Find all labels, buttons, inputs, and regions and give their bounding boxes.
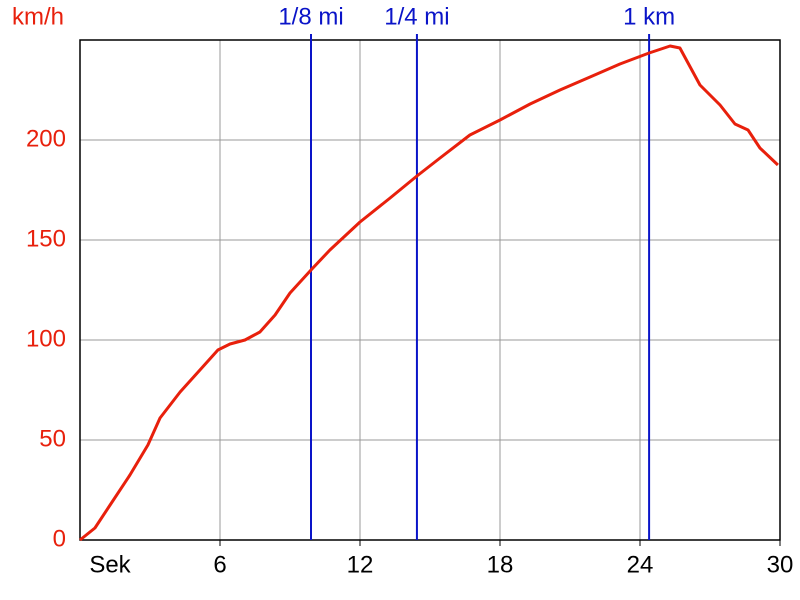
- plot-frame: [79, 39, 781, 541]
- marker-label: 1/8 mi: [278, 3, 343, 30]
- speed-line: [79, 44, 779, 542]
- x-tick-label: 30: [767, 551, 794, 578]
- x-tick-label: 24: [627, 551, 654, 578]
- x-tick-label: 18: [487, 551, 514, 578]
- y-tick-label: 50: [39, 425, 66, 452]
- marker-label: 1 km: [623, 3, 675, 30]
- y-tick-label: 100: [26, 325, 66, 352]
- marker-label: 1/4 mi: [384, 3, 449, 30]
- y-tick-label: 150: [26, 225, 66, 252]
- x-tick-label: 12: [347, 551, 374, 578]
- x-tick-label: 6: [213, 551, 226, 578]
- y-axis-label: km/h: [12, 3, 64, 30]
- y-tick-label: 200: [26, 125, 66, 152]
- y-tick-label: 0: [53, 525, 66, 552]
- x-axis-label: Sek: [89, 551, 131, 578]
